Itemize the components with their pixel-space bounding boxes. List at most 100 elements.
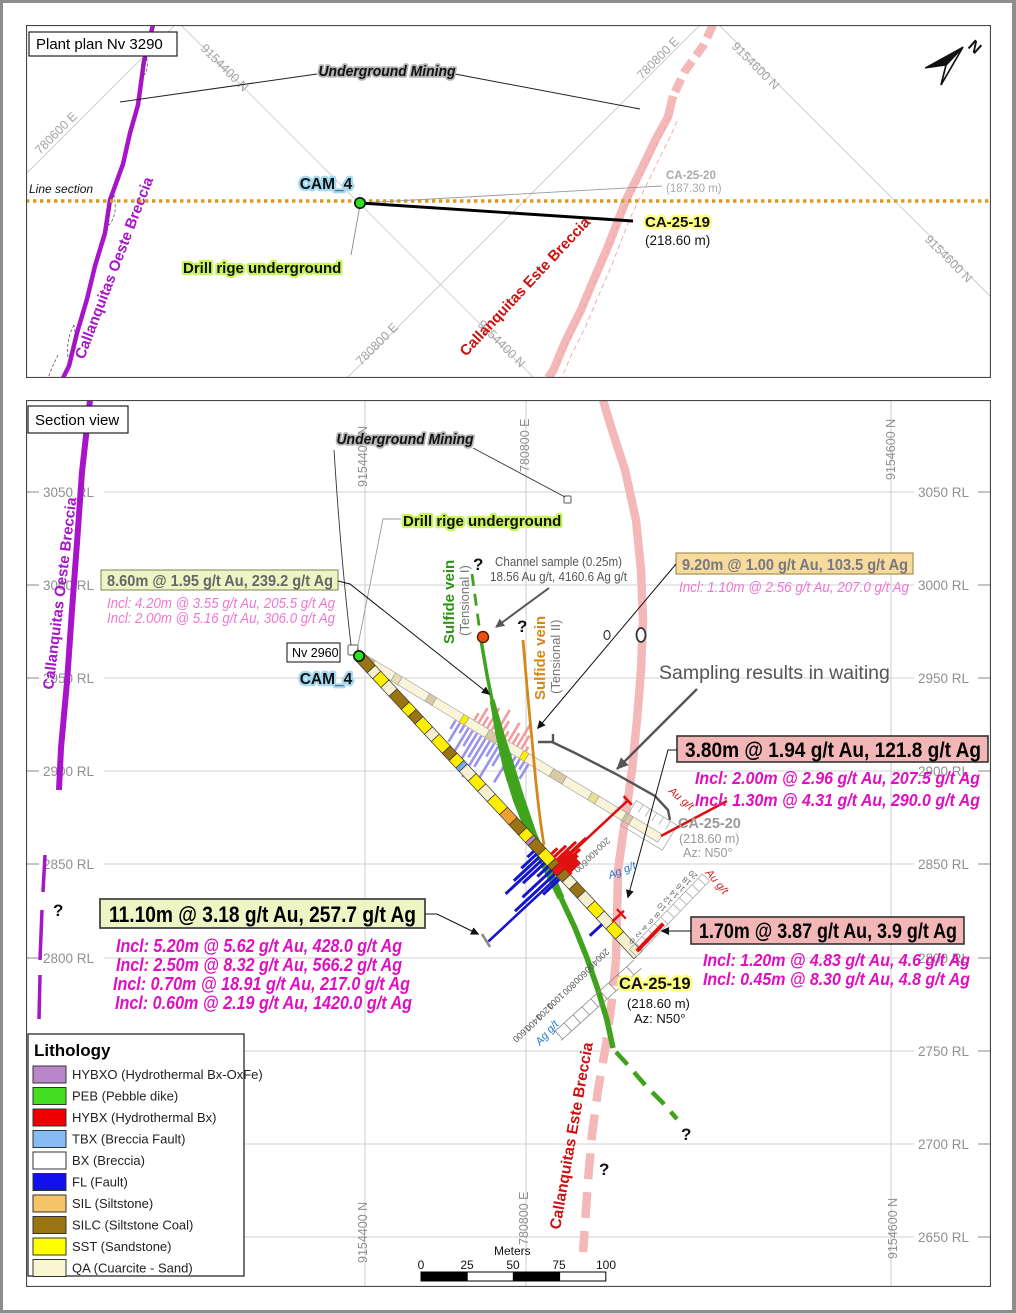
svg-text:N: N <box>964 37 984 57</box>
svg-text:Incl: 4.20m @ 3.55 g/t Au, 205: Incl: 4.20m @ 3.55 g/t Au, 205.5 g/t Ag <box>107 596 335 612</box>
svg-text:Az: N50°: Az: N50° <box>683 846 732 860</box>
svg-text:9.20m @ 1.00 g/t Au, 103.5 g/t: 9.20m @ 1.00 g/t Au, 103.5 g/t Ag <box>682 557 908 574</box>
svg-text:QA (Cuarcite - Sand): QA (Cuarcite - Sand) <box>72 1261 193 1276</box>
svg-text:0: 0 <box>418 1258 425 1272</box>
svg-text:Meters: Meters <box>494 1244 531 1258</box>
svg-text:Au g/t: Au g/t <box>702 866 731 897</box>
svg-text:780800 E: 780800 E <box>353 320 401 368</box>
svg-text:Drill rige underground: Drill rige underground <box>183 260 341 277</box>
svg-text:CA-25-19: CA-25-19 <box>645 214 710 231</box>
svg-text:(218.60 m): (218.60 m) <box>645 233 710 248</box>
svg-text:6: 6 <box>646 916 656 926</box>
svg-text:780800 E: 780800 E <box>517 1191 531 1245</box>
svg-text:2800 RL: 2800 RL <box>43 951 95 966</box>
svg-text:Underground Mining: Underground Mining <box>337 431 474 448</box>
svg-text:25: 25 <box>460 1258 474 1272</box>
svg-text:2850 RL: 2850 RL <box>918 857 970 872</box>
svg-text:CA-25-20: CA-25-20 <box>666 170 716 182</box>
svg-text:9154600 N: 9154600 N <box>922 232 975 285</box>
svg-text:2650 RL: 2650 RL <box>918 1230 970 1245</box>
svg-text:75: 75 <box>552 1258 566 1272</box>
svg-text:?: ? <box>681 1125 691 1144</box>
svg-text:Incl: 2.00m @ 2.96 g/t Au, 207: Incl: 2.00m @ 2.96 g/t Au, 207.5 g/t Ag <box>695 768 980 788</box>
svg-text:11.10m @ 3.18 g/t Au, 257.7 g/: 11.10m @ 3.18 g/t Au, 257.7 g/t Ag <box>109 902 416 927</box>
svg-text:FL (Fault): FL (Fault) <box>72 1175 128 1190</box>
svg-text:?: ? <box>53 901 63 920</box>
svg-text:(Tensional II): (Tensional II) <box>548 620 563 694</box>
svg-text:Sulfide vein: Sulfide vein <box>441 560 458 644</box>
svg-text:HYBXO (Hydrothermal Bx-OxFe): HYBXO (Hydrothermal Bx-OxFe) <box>72 1067 263 1082</box>
svg-text:50: 50 <box>506 1258 520 1272</box>
svg-text:2: 2 <box>634 929 644 939</box>
svg-text:Drill rige underground: Drill rige underground <box>403 513 561 530</box>
svg-text:9154400 N: 9154400 N <box>198 41 251 94</box>
svg-text:100: 100 <box>596 1258 616 1272</box>
svg-text:SST (Sandstone): SST (Sandstone) <box>72 1239 171 1254</box>
svg-text:0: 0 <box>627 935 637 945</box>
svg-text:9154600 N: 9154600 N <box>729 39 782 92</box>
svg-text:Incl: 2.50m @ 8.32 g/t Au, 566: Incl: 2.50m @ 8.32 g/t Au, 566.2 g/t Ag <box>116 955 402 975</box>
svg-text:CA-25-19: CA-25-19 <box>619 975 691 993</box>
svg-text:3050 RL: 3050 RL <box>918 485 970 500</box>
svg-text:CA-25-20: CA-25-20 <box>678 816 741 832</box>
svg-text:Plant plan Nv 3290: Plant plan Nv 3290 <box>36 36 163 53</box>
svg-text:SILC (Siltstone Coal): SILC (Siltstone Coal) <box>72 1218 193 1233</box>
svg-text:Incl: 1.30m @ 4.31 g/t Au, 290: Incl: 1.30m @ 4.31 g/t Au, 290.0 g/t Ag <box>695 790 980 810</box>
svg-text:2850 RL: 2850 RL <box>43 857 95 872</box>
svg-text:8.60m @ 1.95 g/t Au, 239.2 g/t: 8.60m @ 1.95 g/t Au, 239.2 g/t Ag <box>107 573 333 590</box>
svg-text:(187.30 m): (187.30 m) <box>666 183 722 195</box>
svg-text:Sulfide vein: Sulfide vein <box>532 616 549 700</box>
svg-text:780600 E: 780600 E <box>32 109 80 157</box>
svg-text:CAM_4: CAM_4 <box>300 671 353 688</box>
svg-text:Az: N50°: Az: N50° <box>634 1011 685 1026</box>
svg-text:Underground Mining: Underground Mining <box>319 63 456 80</box>
svg-text:Channel sample (0.25m): Channel sample (0.25m) <box>495 555 622 569</box>
svg-text:?: ? <box>473 555 483 574</box>
svg-text:2900 RL: 2900 RL <box>43 764 95 779</box>
svg-text:9154400 N: 9154400 N <box>356 1202 370 1263</box>
svg-text:4: 4 <box>640 923 650 933</box>
svg-text:?: ? <box>599 1160 609 1179</box>
svg-text:HYBX (Hydrothermal Bx): HYBX (Hydrothermal Bx) <box>72 1110 216 1125</box>
svg-text:PEB (Pebble dike): PEB (Pebble dike) <box>72 1089 178 1104</box>
svg-text:1600: 1600 <box>511 1024 533 1045</box>
svg-text:Incl: 2.00m @ 5.16 g/t Au, 306: Incl: 2.00m @ 5.16 g/t Au, 306.0 g/t Ag <box>107 611 335 627</box>
svg-text:(218.60 m): (218.60 m) <box>679 832 739 846</box>
svg-text:BX (Breccia): BX (Breccia) <box>72 1153 145 1168</box>
svg-text:2800 RL: 2800 RL <box>918 951 970 966</box>
svg-text:Au g/t: Au g/t <box>665 784 696 813</box>
svg-text:9154600 N: 9154600 N <box>884 419 898 480</box>
svg-text:Nv 2960: Nv 2960 <box>292 646 339 660</box>
svg-text:2950 RL: 2950 RL <box>918 671 970 686</box>
svg-text:Incl: 5.20m @ 5.62 g/t Au, 428: Incl: 5.20m @ 5.62 g/t Au, 428.0 g/t Ag <box>116 936 402 956</box>
svg-text:Incl: 1.10m @ 2.56 g/t Au, 207: Incl: 1.10m @ 2.56 g/t Au, 207.0 g/t Ag <box>679 580 909 596</box>
svg-text:3000 RL: 3000 RL <box>43 578 95 593</box>
svg-text:?: ? <box>517 617 527 636</box>
svg-text:(218.60 m): (218.60 m) <box>627 996 690 1011</box>
svg-text:780800 E: 780800 E <box>518 418 532 472</box>
svg-text:Section view: Section view <box>35 412 119 429</box>
svg-text:2750 RL: 2750 RL <box>918 1044 970 1059</box>
svg-text:18.56 Au g/t, 4160.6 Ag g/t: 18.56 Au g/t, 4160.6 Ag g/t <box>490 570 627 584</box>
svg-text:780800 E: 780800 E <box>634 34 682 82</box>
svg-text:Lithology: Lithology <box>34 1041 111 1060</box>
svg-text:SIL (Siltstone): SIL (Siltstone) <box>72 1196 153 1211</box>
svg-text:Incl: 0.45m @ 8.30 g/t Au, 4.8: Incl: 0.45m @ 8.30 g/t Au, 4.8 g/t Ag <box>703 969 970 989</box>
svg-text:2900 RL: 2900 RL <box>918 764 970 779</box>
svg-text:CAM_4: CAM_4 <box>300 176 353 193</box>
svg-text:Incl: 0.70m @ 18.91 g/t Au, 21: Incl: 0.70m @ 18.91 g/t Au, 217.0 g/t Ag <box>113 974 410 994</box>
svg-text:Incl: 0.60m @ 2.19 g/t Au, 142: Incl: 0.60m @ 2.19 g/t Au, 1420.0 g/t Ag <box>115 993 412 1013</box>
svg-text:Line section: Line section <box>29 182 93 196</box>
svg-text:1.70m @ 3.87 g/t Au, 3.9 g/t A: 1.70m @ 3.87 g/t Au, 3.9 g/t Ag <box>699 920 957 943</box>
svg-text:(Tensional I): (Tensional I) <box>457 565 472 636</box>
svg-text:2700 RL: 2700 RL <box>918 1137 970 1152</box>
svg-text:8: 8 <box>652 910 662 920</box>
svg-text:3000 RL: 3000 RL <box>918 578 970 593</box>
svg-text:Sampling results in waiting: Sampling results in waiting <box>659 662 890 684</box>
svg-text:9154600 N: 9154600 N <box>886 1198 900 1259</box>
svg-text:Callanquitas Este Breccia: Callanquitas Este Breccia <box>456 214 594 360</box>
svg-text:Incl: 1.20m @ 4.83 g/t Au, 4.6: Incl: 1.20m @ 4.83 g/t Au, 4.6 g/t Ag <box>703 950 970 970</box>
svg-text:TBX (Breccia Fault): TBX (Breccia Fault) <box>72 1132 185 1147</box>
svg-text:3.80m @ 1.94 g/t Au, 121.8 g/t: 3.80m @ 1.94 g/t Au, 121.8 g/t Ag <box>685 739 981 762</box>
svg-text:9154400 N: 9154400 N <box>356 426 370 487</box>
